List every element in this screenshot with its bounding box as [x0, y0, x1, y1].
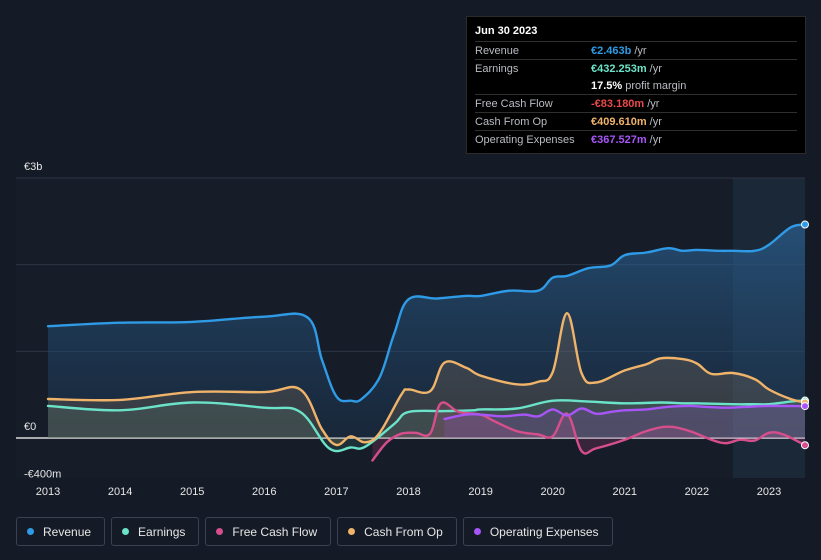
tooltip-row-value: -€83.180m [591, 97, 645, 110]
legend-dot-icon [27, 528, 34, 535]
chart-legend: Revenue Earnings Free Cash Flow Cash From O… [16, 517, 613, 546]
legend-item-earnings[interactable]: Earnings [111, 517, 200, 546]
tooltip-row-value: €432.253m [591, 62, 647, 75]
tooltip-row-label: Operating Expenses [475, 133, 575, 146]
tooltip-row: Operating Expenses €367.527m/yr [475, 130, 797, 148]
legend-label: Revenue [43, 524, 92, 539]
y-tick-label: €3b [24, 161, 42, 173]
tooltip-row: Free Cash Flow -€83.180m/yr [475, 94, 797, 112]
x-tick-label: 2018 [396, 486, 420, 498]
end-point-revenue [801, 220, 809, 229]
tooltip-row: 17.5% profit margin [475, 77, 797, 94]
tooltip-row-unit: /yr [634, 44, 647, 57]
tooltip-row-value: €409.610m [591, 115, 647, 128]
tooltip-row-unit: /yr [649, 62, 662, 75]
tooltip-row-unit: /yr [649, 115, 662, 128]
tooltip-row-unit: /yr [647, 97, 660, 110]
series-line-operating-expenses [443, 404, 807, 421]
x-tick-label: 2015 [180, 486, 204, 498]
y-tick-label: -€400m [24, 469, 61, 481]
x-tick-label: 2017 [324, 486, 348, 498]
tooltip-row-value: 17.5% [591, 79, 623, 92]
legend-item-free-cash-flow[interactable]: Free Cash Flow [205, 517, 332, 546]
x-tick-label: 2013 [36, 486, 60, 498]
legend-dot-icon [216, 528, 224, 535]
area-earnings [48, 400, 805, 452]
series-line-revenue [46, 223, 807, 403]
legend-label: Free Cash Flow [232, 524, 318, 539]
tooltip-row-label: Revenue [475, 44, 520, 57]
tooltip-row: Revenue €2.463b/yr [475, 41, 797, 59]
area-operating-expenses [444, 405, 805, 438]
legend-dot-icon [348, 528, 356, 535]
series-line-free-cash-flow [371, 401, 807, 462]
tooltip-row-label: Cash From Op [475, 115, 548, 128]
tooltip-row-value: €367.527m [591, 133, 647, 146]
end-point-free-cash-flow [801, 441, 809, 450]
area-free-cash-flow [372, 402, 805, 461]
x-tick-label: 2023 [757, 486, 781, 498]
y-tick-label: €0 [24, 421, 36, 433]
legend-dot-icon [473, 528, 481, 535]
x-tick-label: 2014 [108, 486, 132, 498]
end-point-operating-expenses [801, 402, 809, 411]
series-line-cash-from-op [46, 311, 807, 447]
x-tick-label: 2020 [540, 486, 564, 498]
area-revenue [48, 224, 805, 438]
tooltip-row-unit: profit margin [625, 79, 687, 92]
legend-item-cash-from-op[interactable]: Cash From Op [337, 517, 457, 546]
x-tick-label: 2022 [685, 486, 709, 498]
data-tooltip: Jun 30 2023 Revenue €2.463b/yr Earnings €43… [466, 16, 806, 154]
tooltip-row-value: €2.463b [591, 44, 632, 57]
legend-label: Cash From Op [364, 524, 443, 539]
tooltip-row: Cash From Op €409.610m/yr [475, 112, 797, 130]
tooltip-row-label: Free Cash Flow [475, 97, 553, 110]
series-line-earnings [46, 399, 807, 453]
x-tick-label: 2021 [613, 486, 637, 498]
legend-label: Earnings [138, 524, 186, 539]
tooltip-row-unit: /yr [649, 133, 662, 146]
legend-label: Operating Expenses [489, 524, 599, 539]
x-tick-label: 2016 [252, 486, 276, 498]
tooltip-date: Jun 30 2023 [475, 25, 538, 37]
x-tick-label: 2019 [468, 486, 492, 498]
tooltip-row-label: Earnings [475, 62, 519, 75]
legend-item-revenue[interactable]: Revenue [16, 517, 106, 546]
legend-dot-icon [122, 528, 130, 535]
legend-item-operating-expenses[interactable]: Operating Expenses [462, 517, 613, 546]
tooltip-row: Earnings €432.253m/yr [475, 59, 797, 77]
